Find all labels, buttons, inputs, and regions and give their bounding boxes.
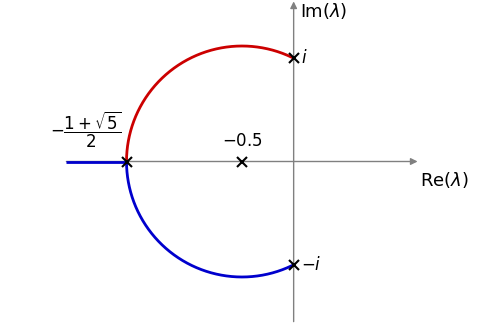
Text: $i$: $i$ — [301, 49, 307, 67]
Text: $\mathrm{Im}(\lambda)$: $\mathrm{Im}(\lambda)$ — [300, 1, 347, 21]
Text: $-i$: $-i$ — [301, 256, 321, 274]
Text: $\mathrm{Re}(\lambda)$: $\mathrm{Re}(\lambda)$ — [420, 170, 469, 190]
Text: $-0.5$: $-0.5$ — [222, 133, 262, 150]
Text: $-\dfrac{1+\sqrt{5}}{2}$: $-\dfrac{1+\sqrt{5}}{2}$ — [50, 110, 121, 150]
